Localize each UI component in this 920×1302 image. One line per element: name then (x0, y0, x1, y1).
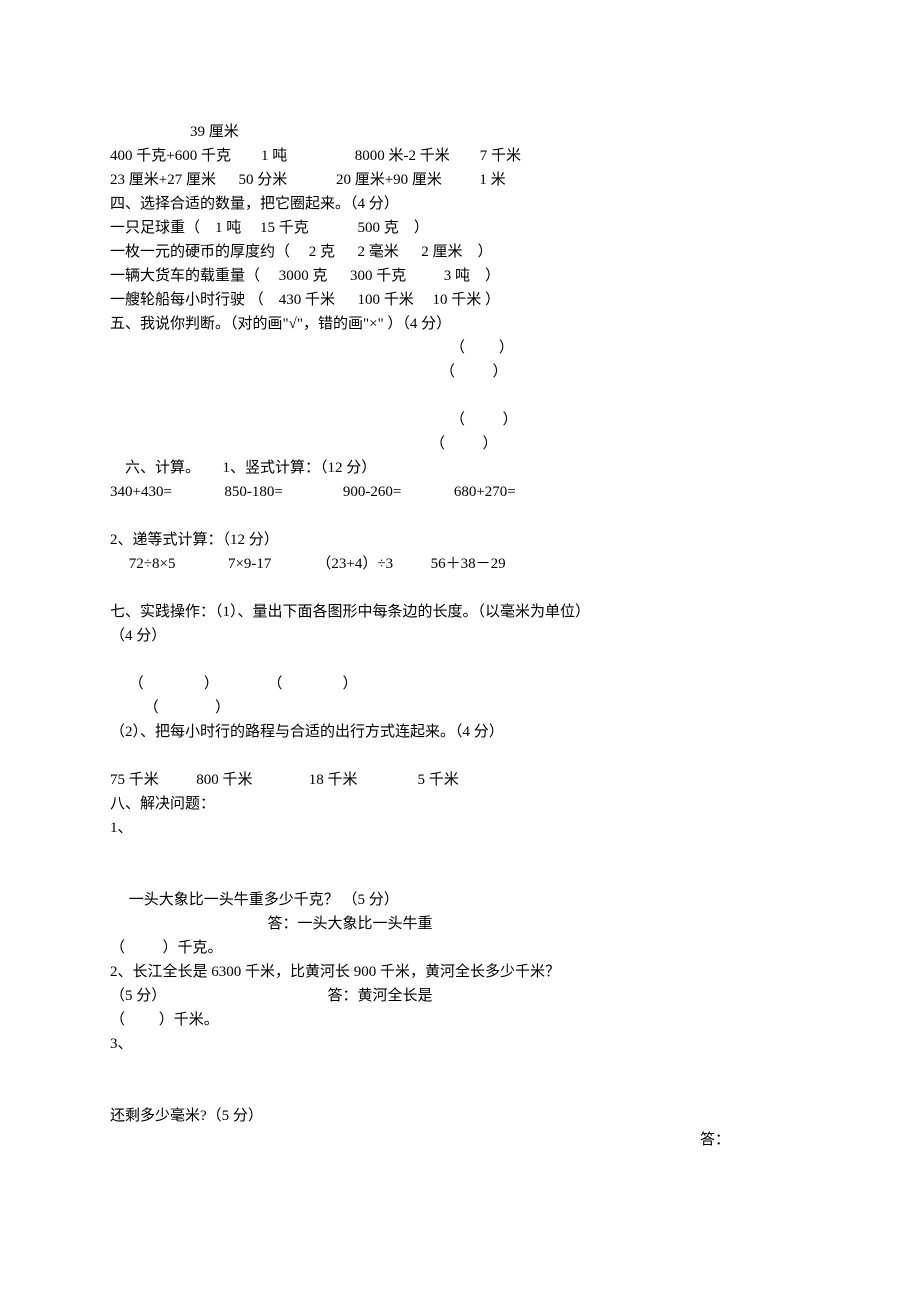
section-7-measure-row1: （ ） （ ） (110, 672, 810, 696)
blank-spacer-4 (110, 648, 810, 672)
section-7-measure-row2: （ ） (110, 696, 810, 720)
blank-spacer-3 (110, 576, 810, 600)
blank-spacer-5 (110, 744, 810, 768)
judge-blank-4: （ ） (110, 432, 810, 456)
section-7-sub2: （2）、把每小时行的路程与合适的出行方式连起来。（4 分） (110, 720, 810, 744)
section-5-title: 五、我说你判断。（对的画"√"，错的画"×" ）（4 分） (110, 312, 810, 336)
blank-spacer-2 (110, 504, 810, 528)
section-8-q1-ans1: 答：一头大象比一头牛重 (110, 912, 810, 936)
blank-spacer-7 (110, 864, 810, 888)
section-8-q3-ans: 答： (110, 1128, 810, 1152)
top-fragment: 39 厘米 (110, 120, 810, 144)
comparison-row-1: 400 千克+600 千克 1 吨 8000 米-2 千米 7 千米 (110, 144, 810, 168)
section-7-title: 七、实践操作：（1）、量出下面各图形中每条边的长度。（以毫米为单位） (110, 600, 810, 624)
section-8-q1-text: 一头大象比一头牛重多少千克？ （5 分） (110, 888, 810, 912)
blank-spacer-1 (110, 384, 810, 408)
section-4-q2: 一枚一元的硬币的厚度约（ 2 克 2 毫米 2 厘米 ） (110, 240, 810, 264)
section-8-q2-points: （5 分） 答：黄河全长是 (110, 984, 810, 1008)
blank-spacer-9 (110, 1080, 810, 1104)
section-4-q4: 一艘轮船每小时行驶 （ 430 千米 100 千米 10 千米 ） (110, 288, 810, 312)
judge-blank-1: （ ） (110, 336, 810, 360)
blank-spacer-8 (110, 1056, 810, 1080)
section-6-title: 六、计算。 1、竖式计算：（12 分） (110, 456, 810, 480)
section-6-sub2: 2、递等式计算：（12 分） (110, 528, 810, 552)
section-8-q3-num: 3、 (110, 1032, 810, 1056)
comparison-row-2: 23 厘米+27 厘米 50 分米 20 厘米+90 厘米 1 米 (110, 168, 810, 192)
section-8-q2-ans: （ ）千米。 (110, 1008, 810, 1032)
section-4-q3: 一辆大货车的载重量（ 3000 克 300 千克 3 吨 ） (110, 264, 810, 288)
judge-blank-3: （ ） (110, 408, 810, 432)
section-7-distances: 75 千米 800 千米 18 千米 5 千米 (110, 768, 810, 792)
section-7-points: （4 分） (110, 624, 810, 648)
section-6-step-calc: 72÷8×5 7×9-17 （23+4）÷3 56＋38－29 (110, 552, 810, 576)
judge-blank-2: （ ） (110, 360, 810, 384)
blank-spacer-6 (110, 840, 810, 864)
section-8-q2: 2、长江全长是 6300 千米，比黄河长 900 千米，黄河全长多少千米？ (110, 960, 810, 984)
section-8-q3-text: 还剩多少毫米?（5 分） (110, 1104, 810, 1128)
section-8-q1-num: 1、 (110, 816, 810, 840)
section-8-title: 八、解决问题： (110, 792, 810, 816)
section-6-vertical-calc: 340+430= 850-180= 900-260= 680+270= (110, 480, 810, 504)
section-8-q1-ans2: （ ）千克。 (110, 936, 810, 960)
section-4-q1: 一只足球重（ 1 吨 15 千克 500 克 ） (110, 216, 810, 240)
section-4-title: 四、选择合适的数量，把它圈起来。（4 分） (110, 192, 810, 216)
